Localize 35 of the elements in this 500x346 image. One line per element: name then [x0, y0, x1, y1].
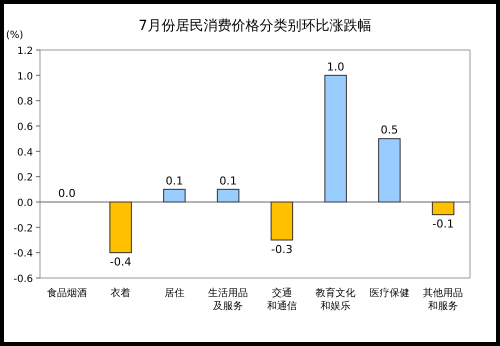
y-tick-label: -0.6 [13, 274, 33, 285]
data-label: 0.1 [219, 174, 237, 188]
x-tick-label: 食品烟酒 [46, 287, 87, 299]
y-tick-label: 0.6 [17, 122, 33, 133]
y-axis-title: (%) [6, 30, 24, 41]
y-tick-label: 0.8 [17, 96, 33, 108]
data-label: -0.1 [432, 218, 454, 231]
bar [432, 202, 454, 216]
bar [216, 188, 240, 202]
bar [163, 188, 186, 202]
data-label: 0.5 [380, 124, 398, 137]
x-tick-label: 衣着 [110, 287, 131, 299]
data-label: 0.0 [58, 187, 76, 200]
bar [109, 202, 132, 254]
x-tick-label: 教育文化和娱乐 [316, 287, 356, 312]
y-tick-label: -0.2 [13, 223, 33, 234]
y-tick-label: 1.0 [17, 71, 33, 82]
bar [324, 74, 347, 202]
bar [378, 138, 401, 202]
data-label: 1.0 [326, 60, 344, 74]
data-label: -0.3 [271, 243, 293, 256]
bar [270, 202, 294, 240]
x-tick-label: 生活用品及服务 [208, 287, 248, 312]
x-tick-label: 医疗保健 [369, 287, 410, 299]
data-label: -0.4 [110, 256, 132, 269]
x-tick-label: 其他用品和服务 [423, 287, 464, 312]
x-tick-label: 居住 [164, 288, 184, 299]
chart-title: 7月份居民消费价格分类别环比涨跌幅 [138, 18, 372, 34]
y-tick-label: 0.0 [17, 198, 33, 209]
y-tick-label: 1.2 [17, 46, 33, 57]
x-tick-label: 交通和通信 [266, 287, 297, 312]
y-tick-label: 0.4 [17, 147, 33, 158]
data-label: 0.1 [166, 174, 184, 188]
y-tick-label: -0.4 [13, 248, 33, 260]
y-tick-label: 0.2 [17, 172, 33, 184]
